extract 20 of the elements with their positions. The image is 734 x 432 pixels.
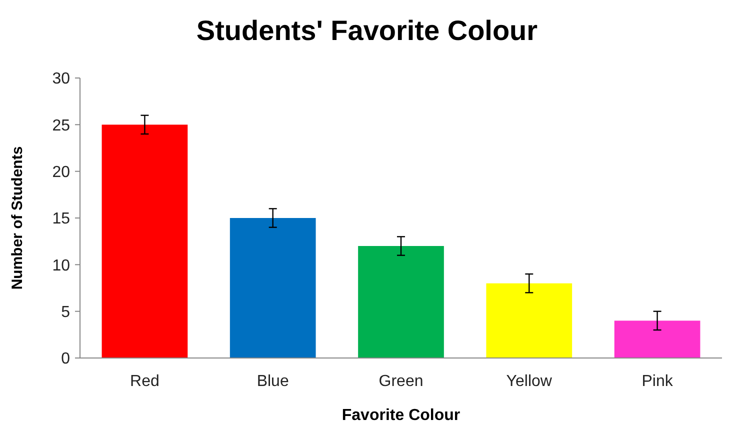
y-tick-label: 30 — [52, 70, 70, 88]
x-tick-label: Green — [378, 373, 424, 390]
y-tick-label: 15 — [52, 210, 70, 228]
y-tick-label: 10 — [52, 257, 70, 274]
bar — [486, 283, 572, 358]
y-tick-label: 25 — [52, 117, 70, 134]
x-tick-label: Blue — [256, 373, 289, 390]
y-axis-title: Number of Students — [9, 146, 26, 290]
x-axis-title: Favorite Colour — [342, 407, 460, 424]
x-tick-label: Yellow — [506, 373, 552, 390]
y-tick-label: 5 — [61, 304, 70, 321]
bar — [614, 320, 700, 358]
y-tick-label: 20 — [52, 164, 70, 181]
x-tick-label: Pink — [642, 373, 674, 390]
x-tick-label: Red — [130, 373, 160, 390]
bar — [358, 246, 444, 358]
y-tick-label: 0 — [61, 350, 70, 368]
bar — [230, 218, 316, 358]
chart-title: Students' Favorite Colour — [196, 15, 538, 46]
bar — [102, 124, 188, 358]
